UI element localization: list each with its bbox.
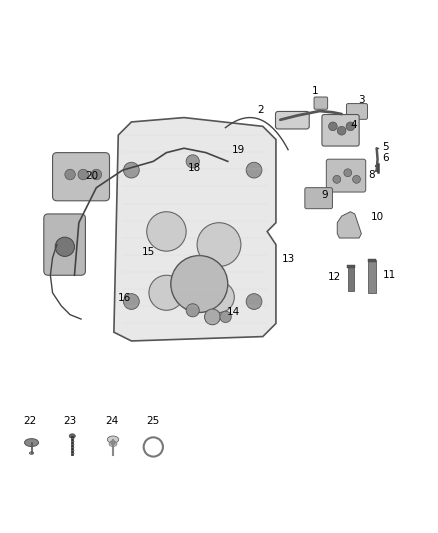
Text: 1: 1 [312,86,319,96]
Text: 25: 25 [146,416,159,426]
FancyBboxPatch shape [53,152,110,201]
FancyBboxPatch shape [305,188,332,209]
Bar [368,260,376,293]
Text: 19: 19 [232,145,245,155]
Circle shape [337,126,346,135]
Circle shape [78,169,88,180]
Circle shape [124,162,139,178]
Text: 16: 16 [118,293,131,303]
Circle shape [91,169,102,180]
Text: 23: 23 [64,416,77,426]
Text: 18: 18 [188,163,201,173]
FancyBboxPatch shape [276,111,309,129]
Text: 20: 20 [85,171,99,181]
FancyBboxPatch shape [322,115,359,146]
Circle shape [124,294,139,310]
Text: 6: 6 [382,154,389,163]
Text: 12: 12 [328,272,341,282]
Circle shape [246,294,262,310]
Circle shape [246,162,262,178]
Text: 8: 8 [368,171,375,180]
Ellipse shape [109,441,117,447]
Circle shape [220,311,231,322]
Text: 3: 3 [358,95,365,105]
Circle shape [147,212,186,251]
Circle shape [186,304,199,317]
Text: 5: 5 [382,142,389,152]
Ellipse shape [25,439,39,447]
Text: 14: 14 [226,306,240,317]
FancyBboxPatch shape [326,159,366,192]
Text: 22: 22 [23,416,36,426]
Circle shape [204,282,234,312]
FancyBboxPatch shape [346,103,367,119]
Circle shape [205,309,220,325]
Circle shape [333,175,341,183]
Text: 24: 24 [105,416,118,426]
Circle shape [344,169,352,177]
Text: 4: 4 [350,120,357,131]
Ellipse shape [29,452,34,455]
Text: 15: 15 [142,247,155,257]
Circle shape [149,275,184,310]
Circle shape [186,155,199,168]
Ellipse shape [107,436,119,443]
Text: 11: 11 [382,270,396,280]
Text: 2: 2 [257,104,264,115]
Text: 9: 9 [321,190,328,200]
Bar [368,259,376,262]
FancyBboxPatch shape [314,97,328,109]
Text: 10: 10 [371,213,384,222]
FancyBboxPatch shape [44,214,85,275]
Circle shape [197,223,241,266]
Polygon shape [114,118,276,341]
Ellipse shape [69,434,75,438]
Circle shape [328,122,337,131]
Circle shape [55,237,74,256]
Bar [348,265,354,292]
Bar [347,265,355,268]
Text: 13: 13 [282,254,295,264]
Polygon shape [337,212,361,238]
Circle shape [111,440,115,445]
Circle shape [353,175,360,183]
Circle shape [65,169,75,180]
Circle shape [171,255,228,312]
Circle shape [346,122,355,131]
